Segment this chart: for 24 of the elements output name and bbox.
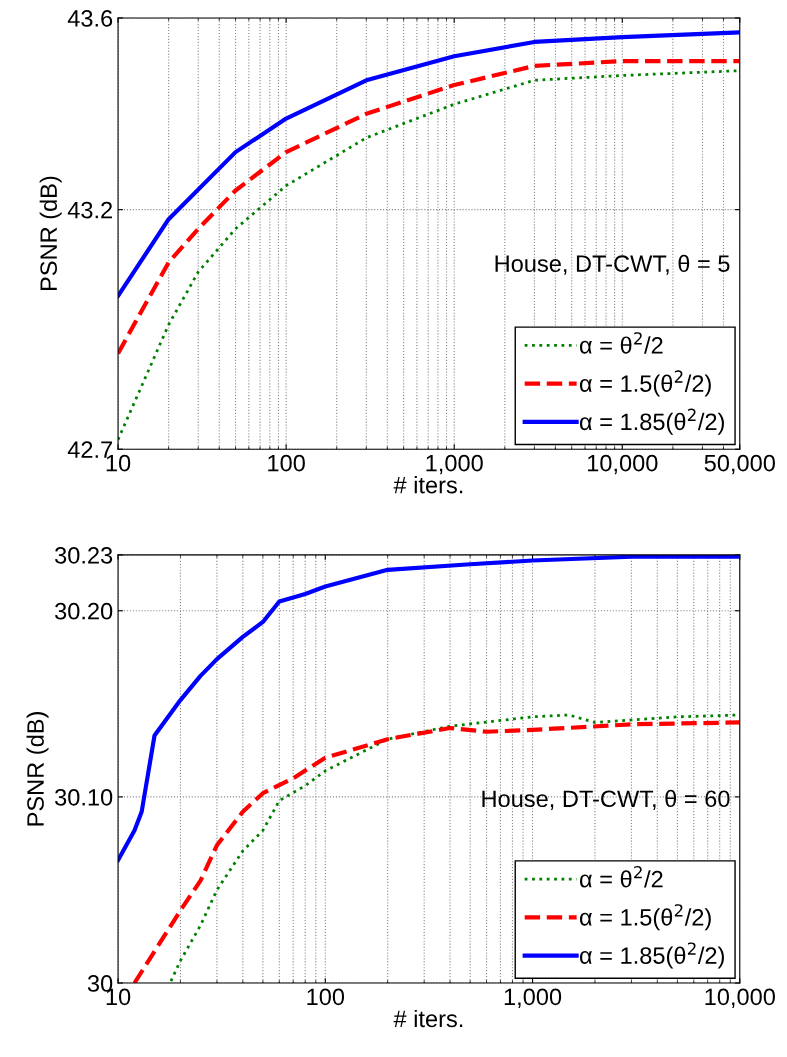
x-tick-label: 1,000 (426, 454, 483, 475)
x-tick-label: 100 (307, 988, 345, 1006)
x-tick-label: 10,000 (587, 454, 658, 475)
y-tick-label: 43.6 (67, 10, 113, 27)
x-tick-label: 10,000 (705, 988, 775, 1008)
y-axis-title: PSNR (dB) (39, 176, 62, 291)
y-tick-label: 30.23 (55, 546, 113, 564)
y-tick-label: 30.10 (55, 788, 113, 806)
legend-label: α = θ$^{2}$/2 (579, 865, 663, 888)
legend-label: α = θ$^{2}$/2 (579, 332, 663, 354)
x-tick-label: 50,000 (704, 454, 775, 475)
legend-label: α = 1.85(θ$^{2}$/2) (579, 408, 724, 435)
x-axis-title: # iters. (393, 476, 463, 494)
x-axis-title: # iters. (393, 1009, 463, 1028)
annotation: House, DT-CWT, θ = 60 (482, 789, 730, 810)
legend-label: α = 1.5(θ$^{2}$/2) (579, 904, 711, 931)
annotation: House, DT-CWT, θ = 5 (495, 254, 730, 275)
x-tick-label: 1,000 (504, 988, 562, 1008)
y-tick-label: 30.20 (55, 602, 113, 620)
legend-label: α = 1.5(θ$^{2}$/2) (579, 370, 711, 397)
y-axis-title: PSNR (dB) (26, 712, 49, 826)
y-tick-label: 43.2 (67, 201, 113, 219)
x-tick-label: 100 (268, 454, 305, 472)
legend-label: α = 1.85(θ$^{2}$/2) (579, 942, 724, 969)
